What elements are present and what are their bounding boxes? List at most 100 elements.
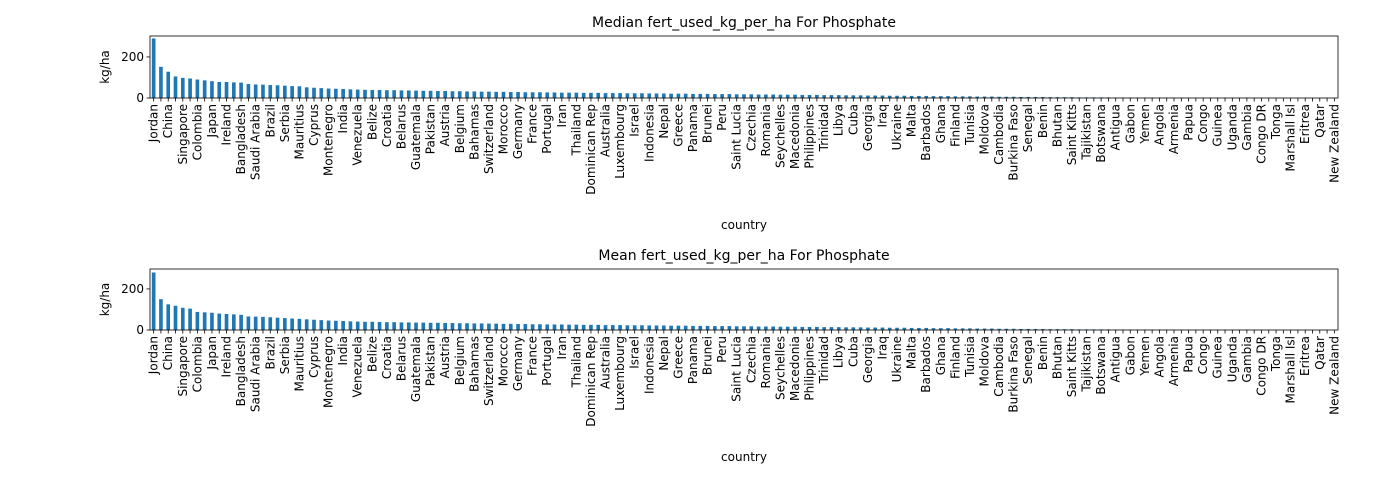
bar: [829, 95, 834, 98]
bar: [640, 93, 644, 98]
x-tick-label: Japan: [205, 104, 219, 138]
bar: [530, 92, 535, 98]
x-tick-label: Jordan: [147, 104, 161, 143]
bar: [465, 323, 469, 330]
x-tick-label: Australia: [599, 104, 613, 157]
bar: [734, 94, 739, 98]
bar: [610, 325, 615, 330]
x-tick-label: Dominican Rep: [584, 104, 598, 195]
x-tick-label: Luxembourg: [613, 104, 627, 179]
x-tick-label: Saint Kitts: [1065, 104, 1079, 165]
bar: [997, 96, 1001, 98]
x-tick-label: Cambodia: [992, 336, 1006, 397]
bar: [428, 90, 433, 98]
x-tick-label: Trinidad: [817, 104, 831, 152]
bar: [479, 91, 484, 98]
bar: [421, 322, 426, 330]
bar: [552, 92, 557, 98]
bar: [851, 95, 856, 98]
x-tick-label: Marshall Isl: [1284, 336, 1298, 403]
bar: [800, 94, 805, 98]
x-tick-label: Colombia: [190, 104, 204, 160]
bar: [1041, 328, 1045, 330]
bar: [596, 324, 601, 330]
bar: [676, 93, 681, 98]
bar: [1026, 328, 1031, 330]
bar: [1062, 329, 1067, 330]
bar: [334, 88, 338, 98]
x-tick-label: Singapore: [176, 104, 190, 165]
y-tick-label: 0: [136, 323, 144, 337]
bar: [705, 93, 710, 98]
bar: [727, 326, 732, 330]
x-tick-label: Philippines: [803, 336, 817, 401]
x-tick-label: Botswana: [1094, 336, 1108, 395]
bar: [931, 96, 936, 98]
x-tick-label: Macedonia: [788, 336, 802, 401]
x-tick-label: Morocco: [496, 104, 510, 154]
x-tick-label: Iraq: [875, 336, 889, 359]
bar: [807, 326, 812, 330]
x-tick-label: Ghana: [934, 336, 948, 375]
x-tick-label: Burkina Faso: [1007, 104, 1021, 181]
bar: [902, 95, 907, 98]
bar: [851, 327, 856, 330]
x-tick-label: Congo: [1196, 336, 1210, 374]
bar: [304, 87, 309, 98]
x-tick-label: Moldova: [978, 104, 992, 154]
bar: [1062, 97, 1067, 98]
bar: [662, 325, 666, 330]
bar: [778, 94, 783, 98]
x-tick-label: Peru: [715, 336, 729, 363]
x-tick-label: Barbados: [919, 336, 933, 393]
bar: [887, 95, 892, 98]
x-tick-label: Serbia: [278, 104, 292, 142]
x-tick-label: Senegal: [1021, 336, 1035, 384]
bar: [501, 323, 506, 330]
x-tick-label: Congo DR: [1254, 336, 1268, 396]
bar: [581, 92, 586, 98]
x-tick-label: Yemen: [1138, 336, 1152, 377]
bar: [421, 90, 426, 98]
x-tick-label: Seychelles: [773, 104, 787, 168]
x-tick-label: Bangladesh: [234, 104, 248, 174]
bar: [1070, 97, 1074, 98]
x-tick-label: Cyprus: [307, 104, 321, 146]
bar: [436, 322, 440, 330]
bar: [909, 95, 914, 98]
bar: [691, 93, 695, 98]
bar: [669, 325, 673, 330]
x-tick-label: Colombia: [190, 336, 204, 392]
bar: [953, 328, 958, 330]
x-tick-label: Iran: [555, 104, 569, 127]
bar: [275, 317, 280, 330]
x-tick-label: Congo DR: [1254, 104, 1268, 164]
y-axis-label: kg/ha: [98, 50, 112, 84]
bar: [698, 325, 703, 330]
bar: [166, 304, 171, 330]
bar: [800, 326, 805, 330]
bar: [982, 96, 987, 98]
bar: [975, 328, 980, 330]
bar: [377, 321, 382, 330]
x-axis-label: country: [721, 450, 767, 464]
bar: [538, 92, 542, 98]
x-tick-label: Saint Kitts: [1065, 336, 1079, 397]
bar: [348, 321, 353, 330]
bar: [764, 94, 768, 98]
bar: [764, 326, 768, 330]
x-tick-label: Bhutan: [1050, 104, 1064, 147]
x-tick-label: Belize: [365, 104, 379, 140]
x-tick-label: Cuba: [846, 104, 860, 135]
bar: [793, 94, 797, 98]
x-tick-label: India: [336, 104, 350, 133]
x-tick-label: Cyprus: [307, 336, 321, 378]
x-tick-label: Tunisia: [963, 104, 977, 146]
bar: [785, 326, 790, 330]
x-tick-label: Czechia: [744, 104, 758, 151]
bar: [880, 327, 885, 330]
bar: [610, 93, 615, 98]
x-tick-label: Switzerland: [482, 336, 496, 406]
bar: [931, 328, 936, 330]
bar: [552, 324, 557, 330]
